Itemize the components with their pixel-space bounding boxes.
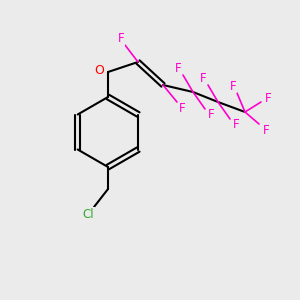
Text: F: F [200,73,206,85]
Text: F: F [265,92,271,104]
Text: O: O [94,64,104,76]
Text: F: F [230,80,236,92]
Text: F: F [208,109,214,122]
Text: F: F [175,62,181,76]
Text: F: F [179,101,185,115]
Text: F: F [263,124,269,136]
Text: F: F [233,118,239,131]
Text: F: F [118,32,124,46]
Text: Cl: Cl [82,208,94,220]
